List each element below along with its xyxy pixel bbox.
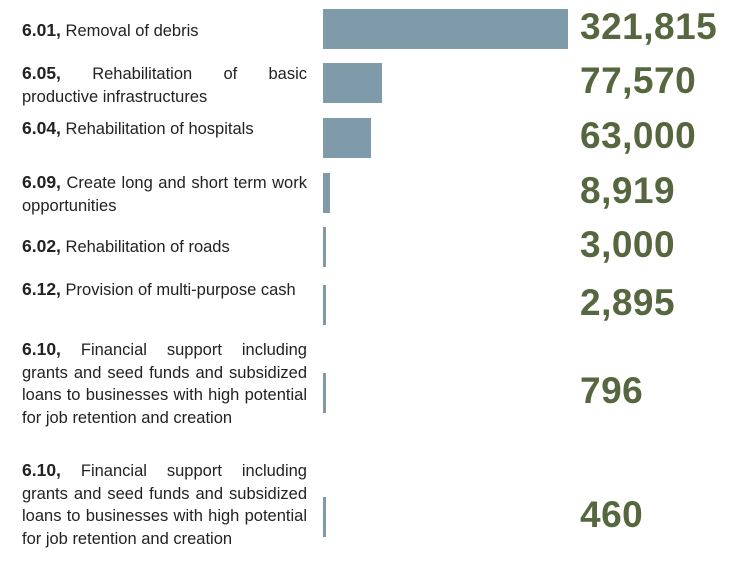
category-text: Removal of debris xyxy=(65,22,199,40)
category-code: 6.01, xyxy=(22,20,61,40)
category-code: 6.10, xyxy=(22,460,61,480)
bar xyxy=(323,497,326,537)
category-label: 6.12, Provision of multi-purpose cash xyxy=(22,278,307,302)
value-label: 8,919 xyxy=(580,170,676,211)
bar xyxy=(323,173,330,213)
value-label: 460 xyxy=(580,494,644,535)
category-label: 6.04, Rehabilitation of hospitals xyxy=(22,117,307,141)
category-label: 6.09, Create long and short term work op… xyxy=(22,171,307,217)
value-label: 2,895 xyxy=(580,282,676,323)
bar xyxy=(323,285,326,325)
category-text: Financial support including grants and s… xyxy=(22,341,307,427)
category-text: Rehabilitation of hospitals xyxy=(65,120,254,138)
category-label: 6.05, Rehabilitation of basic productive… xyxy=(22,62,307,108)
bar xyxy=(323,227,326,267)
category-text: Rehabilitation of roads xyxy=(65,238,230,256)
category-text: Financial support including grants and s… xyxy=(22,462,307,548)
value-label: 63,000 xyxy=(580,115,697,156)
value-label: 77,570 xyxy=(580,60,697,101)
category-text: Rehabilitation of basic productive infra… xyxy=(22,65,307,106)
bar xyxy=(323,118,371,158)
category-text: Provision of multi-purpose cash xyxy=(65,281,296,299)
bar xyxy=(323,9,568,49)
category-label: 6.10, Financial support including grants… xyxy=(22,459,307,550)
value-label: 321,815 xyxy=(580,6,718,47)
value-label: 796 xyxy=(580,370,644,411)
category-code: 6.10, xyxy=(22,339,61,359)
category-code: 6.12, xyxy=(22,279,61,299)
category-label: 6.02, Rehabilitation of roads xyxy=(22,235,307,259)
bar xyxy=(323,63,383,103)
category-code: 6.04, xyxy=(22,118,61,138)
bar xyxy=(323,373,326,413)
category-text: Create long and short term work opportun… xyxy=(22,174,307,215)
value-label: 3,000 xyxy=(580,224,676,265)
category-label: 6.10, Financial support including grants… xyxy=(22,338,307,429)
category-label: 6.01, Removal of debris xyxy=(22,19,307,43)
category-code: 6.05, xyxy=(22,63,61,83)
category-code: 6.09, xyxy=(22,172,61,192)
category-code: 6.02, xyxy=(22,236,61,256)
